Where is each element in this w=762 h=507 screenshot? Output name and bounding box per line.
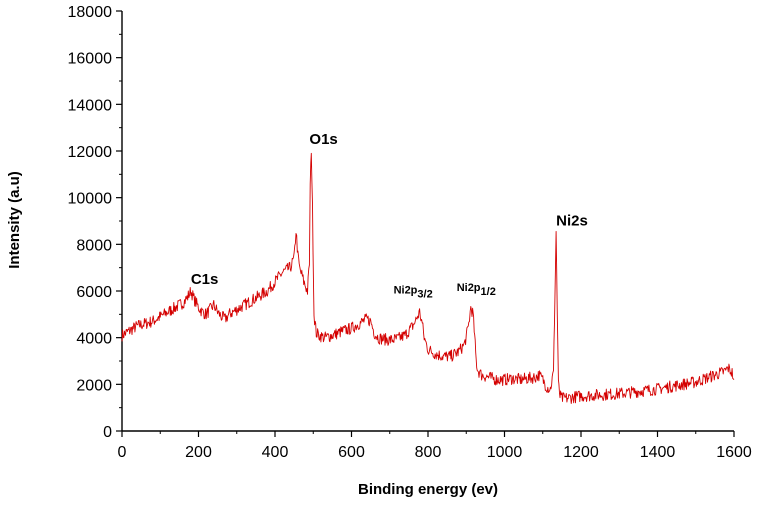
peak-label: Ni2p3/2 [394, 284, 433, 300]
annotations: C1s O1s Ni2p3/2 Ni2p1/2 Ni2s [191, 131, 588, 300]
series-layer [121, 152, 735, 404]
peak-label: C1s [191, 271, 219, 288]
axes: 0200040006000800010000120001400016000180… [68, 4, 752, 461]
x-tick-label: 1200 [563, 444, 599, 461]
y-tick-label: 12000 [68, 144, 113, 161]
y-tick-label: 2000 [76, 377, 112, 394]
spectrum-line [121, 152, 735, 404]
y-tick-label: 8000 [76, 237, 112, 254]
y-tick-label: 14000 [68, 97, 113, 114]
x-tick-label: 1600 [716, 444, 752, 461]
y-tick-label: 6000 [76, 284, 112, 301]
peak-label: Ni2p1/2 [457, 282, 496, 298]
x-tick-label: 600 [338, 444, 365, 461]
y-tick-label: 0 [103, 424, 112, 441]
x-axis-title: Binding energy (ev) [358, 481, 498, 498]
peak-label: Ni2s [556, 213, 588, 230]
x-tick-label: 200 [185, 444, 212, 461]
x-tick-label: 800 [415, 444, 442, 461]
y-tick-label: 10000 [68, 191, 113, 208]
x-tick-label: 1400 [640, 444, 676, 461]
x-tick-label: 1000 [487, 444, 523, 461]
y-tick-label: 16000 [68, 51, 113, 68]
x-tick-label: 0 [118, 444, 127, 461]
y-tick-label: 4000 [76, 331, 112, 348]
peak-label: O1s [309, 131, 337, 148]
y-axis-title: Intensity (a.u) [6, 171, 23, 269]
y-tick-label: 18000 [68, 4, 113, 21]
x-tick-label: 400 [262, 444, 289, 461]
